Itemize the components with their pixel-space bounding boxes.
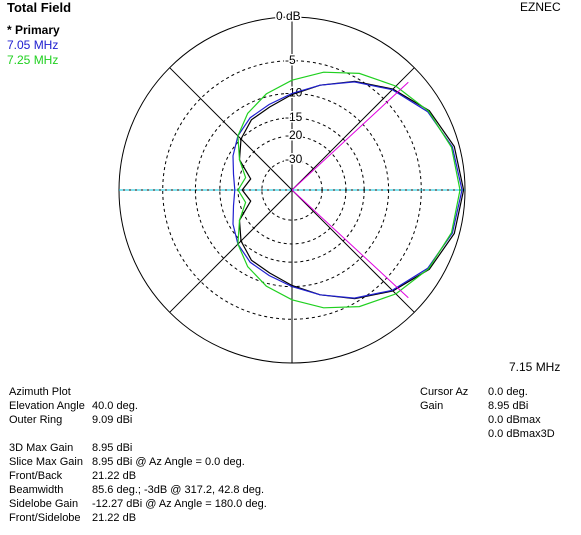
info-label: Slice Max Gain — [9, 456, 83, 468]
info-label: Gain — [420, 400, 444, 412]
ring-label: -5 — [285, 53, 296, 67]
info-label: Front/Back — [9, 470, 63, 482]
info-value: -12.27 dBi @ Az Angle = 180.0 deg. — [92, 498, 267, 510]
info-label: Front/Sidelobe — [9, 512, 81, 524]
legend-entry: 7.25 MHz — [7, 53, 59, 67]
title: Total Field — [7, 0, 72, 15]
info-value: 8.95 dBi — [488, 400, 529, 412]
ring-label: 0 dB — [276, 9, 301, 23]
polar-plot: 0 dB-5-10-15-20-30 — [118, 8, 466, 364]
info-value: 21.22 dB — [92, 470, 137, 482]
legend-entry: 7.05 MHz — [7, 38, 59, 52]
info-value: 8.95 dBi @ Az Angle = 0.0 deg. — [92, 456, 245, 468]
info-value: 85.6 deg.; -3dB @ 317.2, 42.8 deg. — [92, 484, 265, 496]
info-label: 3D Max Gain — [9, 442, 74, 454]
info-value: 0.0 deg. — [488, 386, 528, 398]
info-value: 8.95 dBi — [92, 442, 133, 454]
ring-label: -15 — [285, 110, 303, 124]
frequency: 7.15 MHz — [509, 360, 561, 374]
info-value: 21.22 dB — [92, 512, 137, 524]
ring-label: -30 — [285, 152, 303, 166]
info-label: Sidelobe Gain — [9, 498, 79, 510]
beamwidth-line — [291, 81, 409, 191]
info-value: 9.09 dBi — [92, 414, 133, 426]
ring — [261, 159, 323, 221]
pattern-curve — [238, 80, 465, 300]
info-label: Azimuth Plot — [9, 386, 71, 398]
pattern-curve — [232, 81, 463, 299]
brand: EZNEC — [520, 0, 561, 14]
info-label: Elevation Angle — [9, 400, 85, 412]
info-value: 40.0 deg. — [92, 400, 138, 412]
info-label: Cursor Az — [420, 386, 469, 398]
info-value: 0.0 dBmax — [488, 414, 541, 426]
info-value: 0.0 dBmax3D — [488, 428, 555, 440]
info-label: Outer Ring — [9, 414, 63, 426]
ring-label: -20 — [285, 128, 303, 142]
info-label: Beamwidth — [9, 484, 64, 496]
pattern-curve — [237, 71, 461, 309]
legend-entry: * Primary — [7, 23, 60, 37]
beamwidth-line — [291, 189, 409, 299]
ring — [219, 117, 365, 263]
